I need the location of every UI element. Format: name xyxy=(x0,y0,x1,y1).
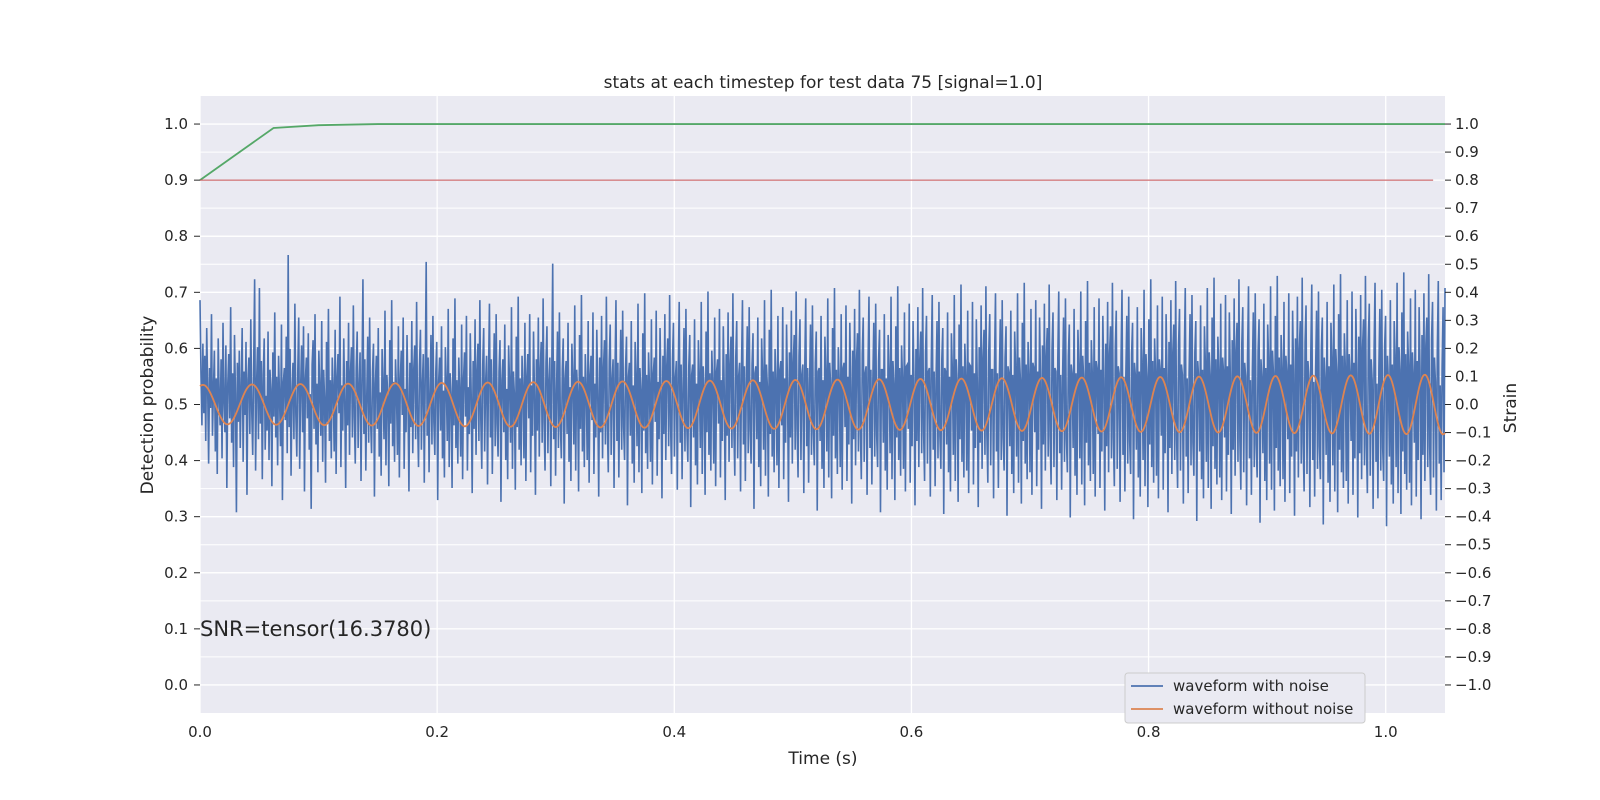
y-left-axis-label: Detection probability xyxy=(138,316,158,495)
x-tick-label: 0.8 xyxy=(1137,723,1161,741)
y-left-tick-label: 0.1 xyxy=(164,620,188,638)
y-right-tick-label: −0.5 xyxy=(1455,536,1491,554)
series-waveform-without-noise xyxy=(199,373,1446,436)
y-left-tick-label: 0.6 xyxy=(164,339,188,357)
y-right-tick-label: 0.0 xyxy=(1455,396,1479,414)
y-right-tick-label: −0.6 xyxy=(1455,564,1491,582)
y-right-tick-label: −0.9 xyxy=(1455,648,1491,666)
legend-box xyxy=(1124,672,1366,724)
y-left-axis-ticks: 0.0 0.1 0.2 0.3 0.4 0.5 0.6 0.7 0.8 0.9 1.0 xyxy=(164,115,200,694)
y-right-tick-label: −0.1 xyxy=(1455,424,1491,442)
y-right-tick-label: 0.1 xyxy=(1455,367,1479,385)
y-right-tick-label: 0.7 xyxy=(1455,199,1479,217)
y-right-axis-ticks: −1.0 −0.9 −0.8 −0.7 −0.6 −0.5 −0.4 −0.3 −0.2 −0.1… xyxy=(1445,115,1491,694)
x-tick-label: 0.2 xyxy=(425,723,449,741)
y-right-tick-label: −0.2 xyxy=(1455,452,1491,470)
y-right-tick-label: −0.3 xyxy=(1455,480,1491,498)
y-right-tick-label: −0.8 xyxy=(1455,620,1491,638)
y-left-tick-label: 0.5 xyxy=(164,396,188,414)
legend: waveform with noise waveform without noi… xyxy=(1124,672,1366,724)
y-left-tick-label: 0.2 xyxy=(164,564,188,582)
legend-label-clean: waveform without noise xyxy=(1173,700,1353,718)
y-right-tick-label: −0.4 xyxy=(1455,508,1491,526)
y-right-tick-label: 0.3 xyxy=(1455,311,1479,329)
y-left-tick-label: 0.8 xyxy=(164,227,188,245)
series-layer xyxy=(199,123,1446,527)
y-right-tick-label: 0.6 xyxy=(1455,227,1479,245)
series-waveform-with-noise xyxy=(199,254,1446,527)
x-tick-label: 0.0 xyxy=(188,723,212,741)
x-tick-label: 1.0 xyxy=(1374,723,1398,741)
x-axis-label: Time (s) xyxy=(787,749,857,769)
y-right-tick-label: −1.0 xyxy=(1455,676,1491,694)
y-right-tick-label: 0.9 xyxy=(1455,143,1479,161)
y-left-tick-label: 0.3 xyxy=(164,508,188,526)
y-right-tick-label: 0.2 xyxy=(1455,339,1479,357)
x-tick-label: 0.6 xyxy=(899,723,923,741)
series-detection-probability xyxy=(199,123,1445,181)
legend-label-noise: waveform with noise xyxy=(1173,677,1329,695)
y-right-tick-label: 1.0 xyxy=(1455,115,1479,133)
y-right-tick-label: −0.7 xyxy=(1455,592,1491,610)
y-right-tick-label: 0.5 xyxy=(1455,255,1479,273)
y-left-tick-label: 0.0 xyxy=(164,676,188,694)
chart-title: stats at each timestep for test data 75 … xyxy=(604,73,1043,93)
x-tick-label: 0.4 xyxy=(662,723,686,741)
y-left-tick-label: 1.0 xyxy=(164,115,188,133)
y-left-tick-label: 0.7 xyxy=(164,283,188,301)
y-left-tick-label: 0.4 xyxy=(164,452,188,470)
x-axis-ticks: 0.0 0.2 0.4 0.6 0.8 1.0 xyxy=(188,723,1398,741)
y-left-tick-label: 0.9 xyxy=(164,171,188,189)
y-right-tick-label: 0.8 xyxy=(1455,171,1479,189)
snr-annotation: SNR=tensor(16.3780) xyxy=(200,617,431,641)
y-right-tick-label: 0.4 xyxy=(1455,283,1479,301)
y-right-axis-label: Strain xyxy=(1501,383,1521,433)
